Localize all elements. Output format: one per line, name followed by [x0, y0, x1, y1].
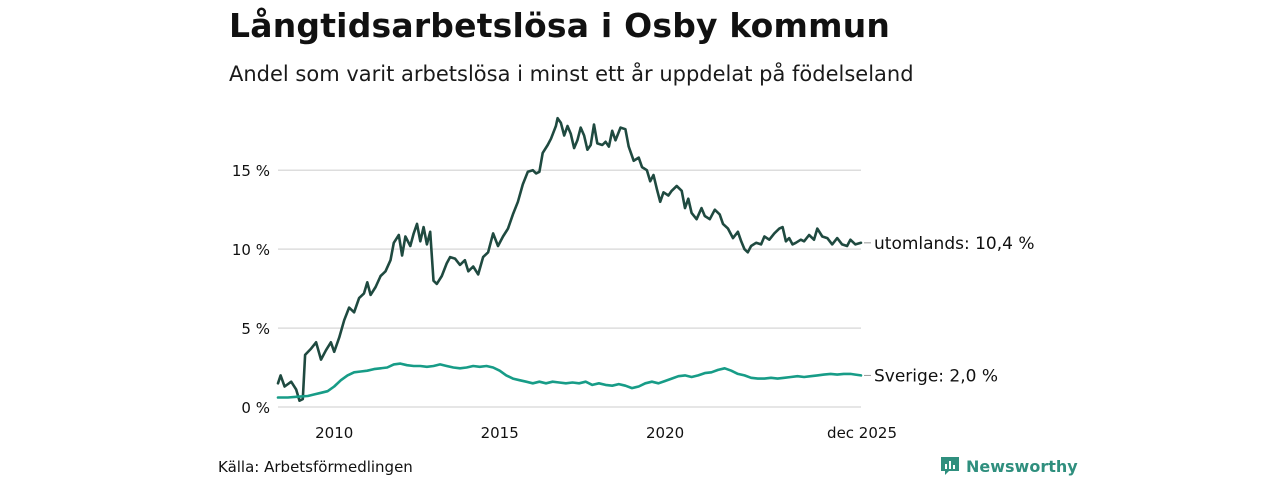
- y-tick-label: 5 %: [241, 320, 270, 338]
- brand-logo: Newsworthy: [940, 456, 1078, 476]
- series-end-labels: utomlands: 10,4 % Sverige: 2,0 %: [864, 234, 1035, 386]
- end-label-utomlands: utomlands: 10,4 %: [874, 234, 1035, 254]
- x-tick-label: 2010: [315, 424, 353, 442]
- source-note: Källa: Arbetsförmedlingen: [218, 458, 413, 476]
- chart-title: Långtidsarbetslösa i Osby kommun: [229, 6, 891, 45]
- x-tick-label: dec 2025: [827, 424, 897, 442]
- series-line-sverige: [276, 362, 863, 399]
- series-lines: [276, 116, 863, 402]
- chart-subtitle: Andel som varit arbetslösa i minst ett å…: [229, 62, 914, 86]
- x-tick-label: 2020: [646, 424, 684, 442]
- gridlines: [278, 169, 861, 408]
- x-axis-ticks: 2010 2015 2020 dec 2025: [315, 424, 897, 442]
- y-tick-label: 15 %: [232, 162, 270, 180]
- x-tick-label: 2015: [481, 424, 519, 442]
- y-axis-ticks: 0 % 5 % 10 % 15 %: [232, 162, 270, 417]
- newsworthy-logo-icon: [941, 457, 959, 475]
- y-tick-label: 10 %: [232, 241, 270, 259]
- end-label-sverige: Sverige: 2,0 %: [874, 366, 998, 386]
- y-tick-label: 0 %: [241, 399, 270, 417]
- series-line-utomlands: [276, 116, 863, 402]
- brand-name: Newsworthy: [966, 456, 1078, 476]
